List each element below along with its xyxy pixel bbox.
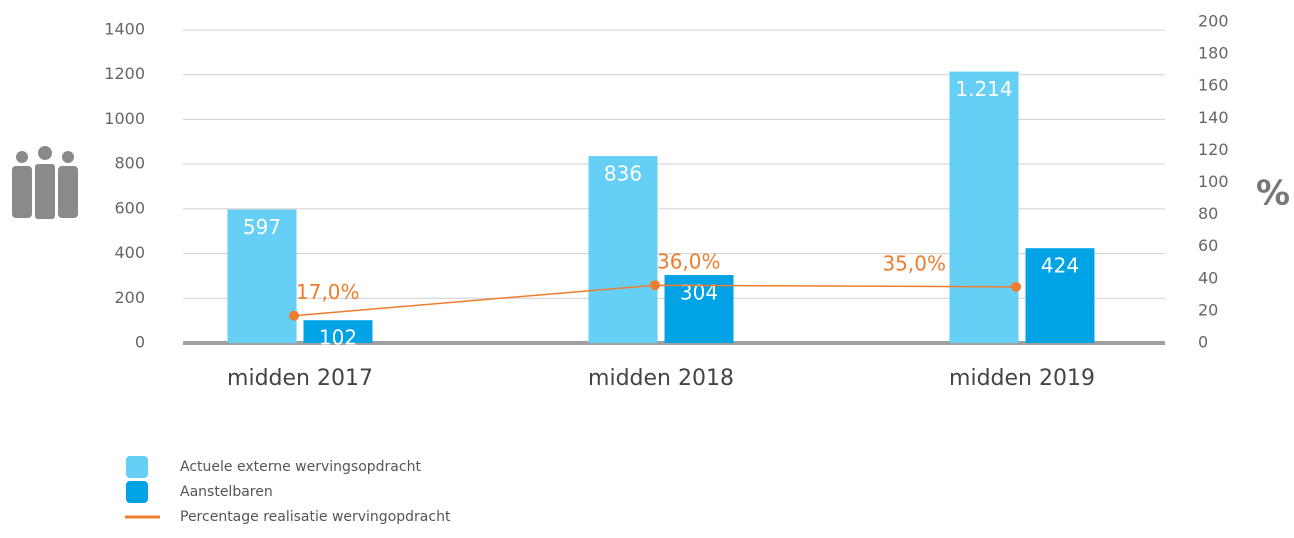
bar — [588, 156, 658, 343]
y2-tick-label: 100 — [1198, 172, 1229, 191]
legend-label: Actuele externe wervingsopdracht — [180, 459, 421, 475]
bar — [227, 209, 297, 343]
y-tick-label: 800 — [114, 154, 145, 173]
legend-swatch — [126, 456, 148, 478]
y2-tick-label: 120 — [1198, 140, 1229, 159]
line-value-label: 36,0% — [657, 250, 721, 274]
bar-value-label: 1.214 — [955, 77, 1012, 101]
y2-tick-label: 60 — [1198, 236, 1218, 255]
y2-tick-label: 0 — [1198, 333, 1208, 352]
legend-label: Aanstelbaren — [180, 484, 273, 500]
y-tick-label: 400 — [114, 243, 145, 262]
y2-tick-label: 20 — [1198, 300, 1218, 319]
bar — [949, 71, 1019, 343]
x-tick-label: midden 2019 — [949, 366, 1095, 391]
y-tick-label: 600 — [114, 198, 145, 217]
legend-label: Percentage realisatie wervingopdracht — [180, 509, 451, 525]
y2-tick-label: 40 — [1198, 268, 1218, 287]
y2-tick-label: 140 — [1198, 108, 1229, 127]
x-tick-label: midden 2018 — [588, 366, 734, 391]
x-tick-label: midden 2017 — [227, 366, 373, 391]
bar — [303, 320, 373, 343]
y2-tick-label: 200 — [1198, 12, 1229, 31]
bar-value-label: 304 — [680, 281, 718, 305]
y-tick-label: 1200 — [104, 64, 145, 83]
line-point — [650, 280, 660, 291]
y2-axis-label: % — [1256, 174, 1290, 214]
y2-tick-label: 160 — [1198, 76, 1229, 95]
y-tick-label: 1400 — [104, 20, 145, 39]
y-tick-label: 1000 — [104, 109, 145, 128]
line-value-label: 17,0% — [296, 280, 360, 304]
line-point — [289, 310, 299, 321]
bar-value-label: 836 — [604, 162, 642, 186]
y-tick-label: 200 — [114, 288, 145, 307]
bar-value-label: 102 — [319, 326, 357, 350]
y-tick-label: 0 — [135, 333, 145, 352]
legend-swatch — [126, 481, 148, 503]
line-value-label: 35,0% — [882, 251, 946, 275]
line-point — [1011, 281, 1021, 292]
bar-value-label: 424 — [1041, 254, 1079, 278]
bar — [1025, 248, 1095, 343]
y2-tick-label: 180 — [1198, 44, 1229, 63]
people-icon — [12, 146, 78, 221]
bar-value-label: 597 — [243, 215, 281, 239]
bar — [664, 275, 734, 343]
y2-tick-label: 80 — [1198, 204, 1218, 223]
